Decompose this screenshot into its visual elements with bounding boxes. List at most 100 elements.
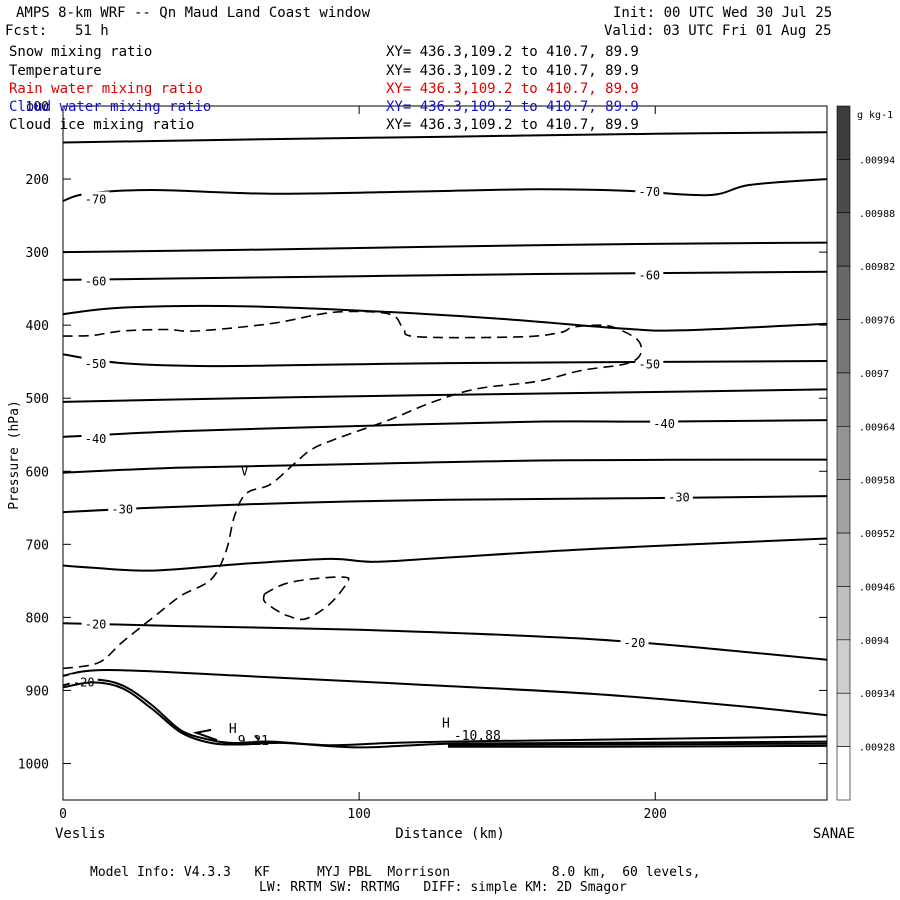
contour-label: -40 — [653, 417, 675, 431]
colorbar-label: .0097 — [859, 369, 889, 380]
field-name: Temperature — [9, 63, 102, 79]
temperature-contour — [447, 744, 827, 748]
x-tick-label: 100 — [347, 807, 370, 822]
temperature-contour — [63, 495, 827, 514]
marker-hook — [254, 735, 260, 741]
temperature-contour — [63, 681, 827, 749]
temperature-contour — [63, 131, 827, 144]
field-name: Cloud ice mixing ratio — [9, 117, 195, 133]
contour-label-bg — [635, 184, 664, 199]
contour-label: -20 — [85, 618, 107, 632]
temperature-contour — [63, 304, 827, 332]
contour-label-bg — [620, 634, 649, 649]
colorbar-swatch — [836, 212, 851, 267]
colorbar-unit: g kg-1 — [857, 110, 893, 121]
colorbar-label: .00988 — [859, 209, 895, 220]
plot-frame — [62, 105, 828, 801]
y-axis-title: Pressure (hPa) — [7, 400, 22, 510]
cloud-ice-contour — [63, 310, 643, 670]
colorbar-label: .00964 — [859, 422, 895, 433]
extremum-marker: H — [442, 717, 450, 732]
colorbar-label: .00952 — [859, 529, 895, 540]
y-tick-label: 600 — [26, 465, 49, 480]
contour-label-bg — [635, 356, 664, 371]
extremum-marker: -10.88 — [454, 729, 501, 744]
temperature-contour — [63, 678, 827, 747]
colorbar-label: .00946 — [859, 582, 895, 593]
field-xy: XY= 436.3,109.2 to 410.7, 89.9 — [386, 99, 639, 115]
colorbar-label: .00958 — [859, 476, 895, 487]
colorbar-label: .00982 — [859, 262, 895, 273]
temperature-contour — [63, 458, 827, 474]
contour-label-bg — [81, 191, 110, 206]
temperature-contour — [447, 742, 827, 747]
forecast-label: Fcst: — [5, 23, 48, 39]
colorbar-swatch — [836, 586, 851, 641]
contour-label-bg — [81, 616, 110, 631]
colorbar-label: .00934 — [859, 689, 895, 700]
model-info-line2: LW: RRTM SW: RRTMG DIFF: simple KM: 2D S… — [259, 880, 627, 895]
colorbar-label: .0094 — [859, 636, 889, 647]
field-name: Cloud water mixing ratio — [9, 99, 212, 115]
x-left-location: Veslis — [55, 826, 106, 842]
field-name: Snow mixing ratio — [9, 44, 153, 60]
x-axis-title: Distance (km) — [395, 826, 505, 842]
temperature-contour — [63, 353, 827, 368]
contour-label-bg — [650, 415, 679, 430]
contour-label-bg — [81, 431, 110, 446]
colorbar-swatch — [836, 105, 851, 160]
x-tick-label: 0 — [59, 807, 67, 822]
temperature-contour — [63, 241, 827, 254]
colorbar-swatch — [836, 159, 851, 214]
colorbar-swatch — [836, 319, 851, 374]
x-tick-label: 200 — [644, 807, 667, 822]
y-tick-label: 800 — [26, 611, 49, 626]
contour-label: -20 — [624, 636, 646, 650]
valid-time: Valid: 03 UTC Fri 01 Aug 25 — [604, 23, 832, 39]
x-right-location: SANAE — [813, 826, 855, 842]
marker-hook — [192, 728, 218, 742]
contour-label-bg — [664, 489, 693, 504]
colorbar-swatch — [836, 479, 851, 534]
contour-label: -50 — [638, 358, 660, 372]
contour-label: -40 — [85, 432, 107, 446]
field-xy: XY= 436.3,109.2 to 410.7, 89.9 — [386, 117, 639, 133]
contour-label: -70 — [85, 193, 107, 207]
y-tick-label: 500 — [26, 392, 49, 407]
contour-label-bg — [108, 501, 137, 516]
colorbar-label: .00994 — [859, 155, 895, 166]
contour-label: -60 — [638, 268, 660, 282]
field-name: Rain water mixing ratio — [9, 81, 203, 97]
colorbar-label: .00928 — [859, 743, 895, 754]
temperature-contour — [63, 388, 827, 403]
colorbar-swatch — [836, 746, 851, 801]
extremum-marker: 9.21 — [238, 734, 269, 749]
extremum-marker: H — [229, 722, 237, 737]
field-xy: XY= 436.3,109.2 to 410.7, 89.9 — [386, 63, 639, 79]
colorbar-swatch — [836, 639, 851, 694]
temperature-contour — [63, 270, 827, 281]
y-tick-label: 700 — [26, 538, 49, 553]
model-info-line1: Model Info: V4.3.3 KF MYJ PBL Morrison 8… — [90, 865, 701, 880]
y-tick-label: 200 — [26, 173, 49, 188]
forecast-hour: 51 h — [75, 23, 109, 39]
contour-label: -70 — [638, 185, 660, 199]
field-xy: XY= 436.3,109.2 to 410.7, 89.9 — [386, 44, 639, 60]
extremum-marker: V — [241, 465, 249, 480]
temperature-contour — [63, 668, 827, 717]
init-time: Init: 00 UTC Wed 30 Jul 25 — [613, 5, 833, 21]
contour-label: -30 — [668, 491, 690, 505]
colorbar-label: .00976 — [859, 316, 895, 327]
y-tick-label: 400 — [26, 319, 49, 334]
colorbar-swatch — [836, 532, 851, 587]
contour-label: -50 — [85, 357, 107, 371]
colorbar-swatch — [836, 372, 851, 427]
contour-label-bg — [81, 273, 110, 288]
colorbar-swatch — [836, 265, 851, 320]
temperature-contour — [63, 537, 827, 572]
temperature-contour — [63, 622, 827, 661]
y-tick-label: 1000 — [18, 757, 49, 772]
y-tick-label: 300 — [26, 246, 49, 261]
contour-label-bg — [81, 355, 110, 370]
